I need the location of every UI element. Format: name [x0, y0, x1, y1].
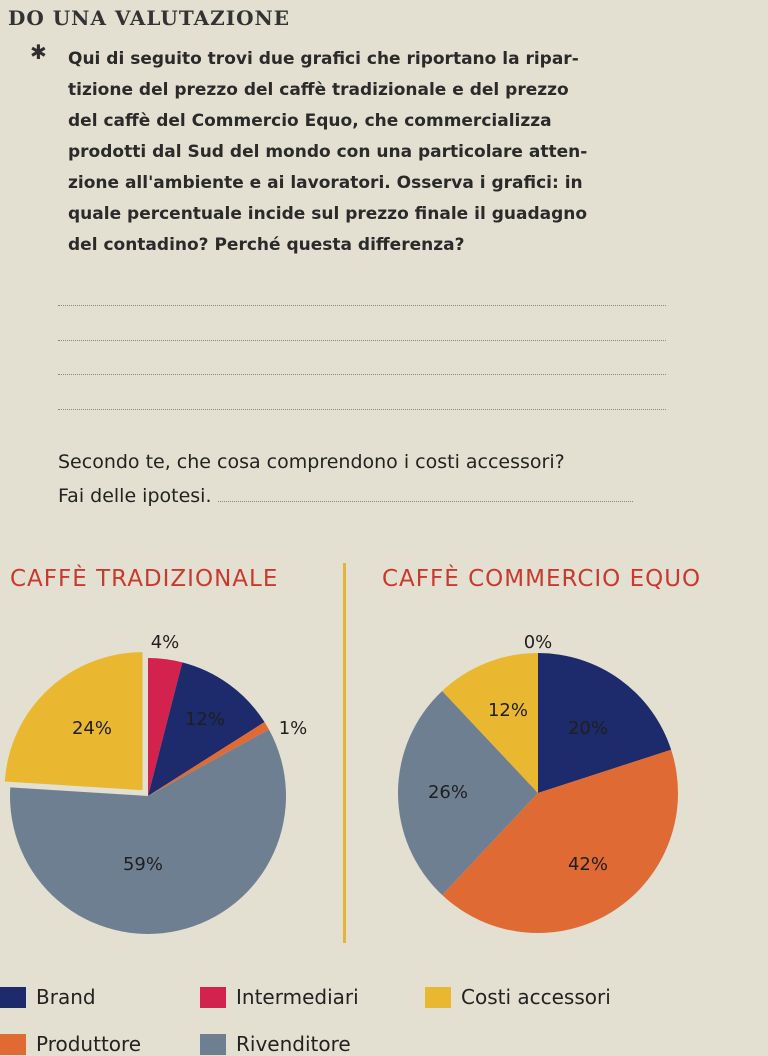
legend-label: Produttore	[36, 1032, 142, 1056]
legend-item-intermediari: Intermediari	[200, 985, 359, 1009]
pie-label-intermediari: 0%	[524, 632, 553, 653]
pie-chart-traditional: 4% 12% 1% 59% 24%	[4, 632, 308, 934]
pie-label-rivenditore: 26%	[428, 782, 468, 803]
chart-title-fair-trade: CAFFÈ COMMERCIO EQUO	[382, 566, 702, 592]
legend-swatch-rivenditore	[200, 1033, 226, 1055]
pie-slice-brand	[148, 662, 265, 796]
pie-label-brand: 20%	[568, 718, 608, 739]
pie-label-produttore: 1%	[279, 718, 308, 739]
pie-slice-costi-accessori	[4, 652, 143, 791]
pie-chart-fair-trade: 0% 20% 42% 26% 12%	[398, 632, 678, 933]
pie-label-brand: 12%	[185, 709, 225, 730]
legend-swatch-brand	[0, 986, 26, 1008]
star-icon: ✱	[30, 40, 47, 64]
question-line: quale percentuale incide sul prezzo fina…	[68, 204, 588, 224]
question-2-line-1: Secondo te, che cosa comprendono i costi…	[58, 451, 565, 473]
pie-slice-produttore	[148, 722, 269, 796]
question-line: del contadino? Perché questa differenza?	[68, 235, 465, 255]
answer-line[interactable]	[58, 374, 666, 375]
legend-swatch-costi-accessori	[425, 986, 451, 1008]
pie-label-costi-accessori: 24%	[72, 718, 112, 739]
pie-slice-rivenditore	[398, 690, 538, 896]
pie-label-costi-accessori: 12%	[488, 700, 528, 721]
section-title: DO UNA VALUTAZIONE	[8, 6, 291, 30]
legend-item-costi-accessori: Costi accessori	[425, 985, 611, 1009]
question-line: tizione del prezzo del caffè tradizional…	[68, 80, 569, 100]
question-line: prodotti dal Sud del mondo con una parti…	[68, 142, 588, 162]
question-line: Qui di seguito trovi due grafici che rip…	[68, 49, 579, 69]
legend-item-brand: Brand	[0, 985, 96, 1009]
question-2-line-2: Fai delle ipotesi.	[58, 485, 212, 507]
question-2: Secondo te, che cosa comprendono i costi…	[58, 445, 708, 513]
pie-label-produttore: 42%	[568, 854, 608, 875]
chart-title-traditional: CAFFÈ TRADIZIONALE	[10, 566, 279, 592]
pie-slice-produttore	[442, 749, 678, 933]
answer-line[interactable]	[58, 409, 666, 410]
legend-swatch-intermediari	[200, 986, 226, 1008]
answer-line[interactable]	[217, 501, 633, 502]
pie-slice-brand	[538, 653, 672, 793]
question-line: zione all'ambiente e ai lavoratori. Osse…	[68, 173, 583, 193]
legend-label: Costi accessori	[461, 985, 611, 1009]
pie-slice-rivenditore	[9, 729, 286, 934]
legend-label: Brand	[36, 985, 96, 1009]
chart-divider	[343, 563, 346, 943]
pie-slice-intermediari	[148, 658, 183, 796]
answer-line[interactable]	[58, 340, 666, 341]
legend-label: Rivenditore	[236, 1032, 351, 1056]
legend-item-rivenditore: Rivenditore	[200, 1032, 351, 1056]
legend-item-produttore: Produttore	[0, 1032, 141, 1056]
pie-label-rivenditore: 59%	[123, 854, 163, 875]
pie-slice-costi-accessori	[442, 653, 538, 793]
question-line: del caffè del Commercio Equo, che commer…	[68, 111, 552, 131]
legend: Brand Intermediari Costi accessori Produ…	[0, 975, 768, 1056]
legend-swatch-produttore	[0, 1033, 26, 1055]
answer-line[interactable]	[58, 305, 666, 306]
question-text: Qui di seguito trovi due grafici che rip…	[68, 44, 668, 261]
pie-label-intermediari: 4%	[151, 632, 180, 653]
legend-label: Intermediari	[236, 985, 359, 1009]
